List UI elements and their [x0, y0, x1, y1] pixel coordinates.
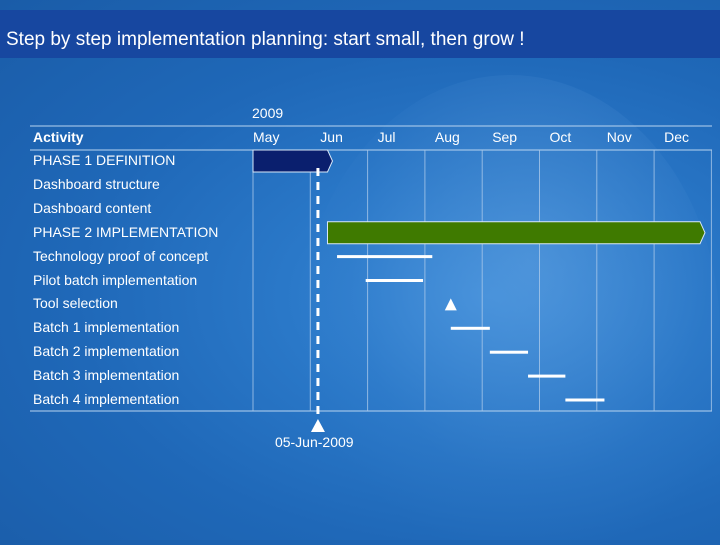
month-label-nov: Nov [606, 129, 632, 145]
month-label-sep: Sep [492, 129, 518, 145]
task-label: Batch 3 implementation [33, 367, 180, 384]
task-label: Pilot batch implementation [33, 271, 198, 288]
month-label-aug: Aug [434, 129, 460, 145]
today-marker-triangle [310, 419, 325, 432]
milestone-marker [444, 298, 457, 311]
phase-bar [252, 149, 334, 173]
year-label: 2009 [252, 105, 284, 121]
task-label: PHASE 2 IMPLEMENTATION [33, 223, 219, 240]
title-bar: Step by step implementation planning: st… [0, 10, 720, 58]
month-label-dec: Dec [664, 129, 689, 145]
background-dome [300, 75, 720, 545]
task-label: Dashboard structure [33, 175, 160, 192]
task-label: Batch 2 implementation [33, 343, 180, 360]
task-label: Batch 4 implementation [33, 391, 180, 407]
month-label-jul: Jul [377, 129, 396, 145]
task-bar [365, 279, 424, 282]
month-label-jun: Jun [320, 129, 343, 145]
task-label: PHASE 1 DEFINITION [33, 152, 176, 168]
month-label-oct: Oct [549, 129, 572, 145]
task-label: Technology proof of concept [33, 247, 209, 264]
task-label: Batch 1 implementation [33, 319, 180, 336]
task-bar [337, 255, 433, 259]
month-label-may: May [253, 129, 280, 145]
task-bar [489, 350, 529, 354]
task-bar [450, 326, 490, 330]
task-label: Dashboard content [33, 199, 152, 216]
task-bar [528, 374, 566, 378]
activity-header: Activity [33, 129, 84, 145]
page-title: Step by step implementation planning: st… [6, 29, 525, 50]
today-marker-label: 05-Jun-2009 [274, 434, 354, 450]
task-bar [565, 398, 605, 402]
task-label: Tool selection [33, 295, 118, 312]
phase-bar [326, 221, 706, 245]
